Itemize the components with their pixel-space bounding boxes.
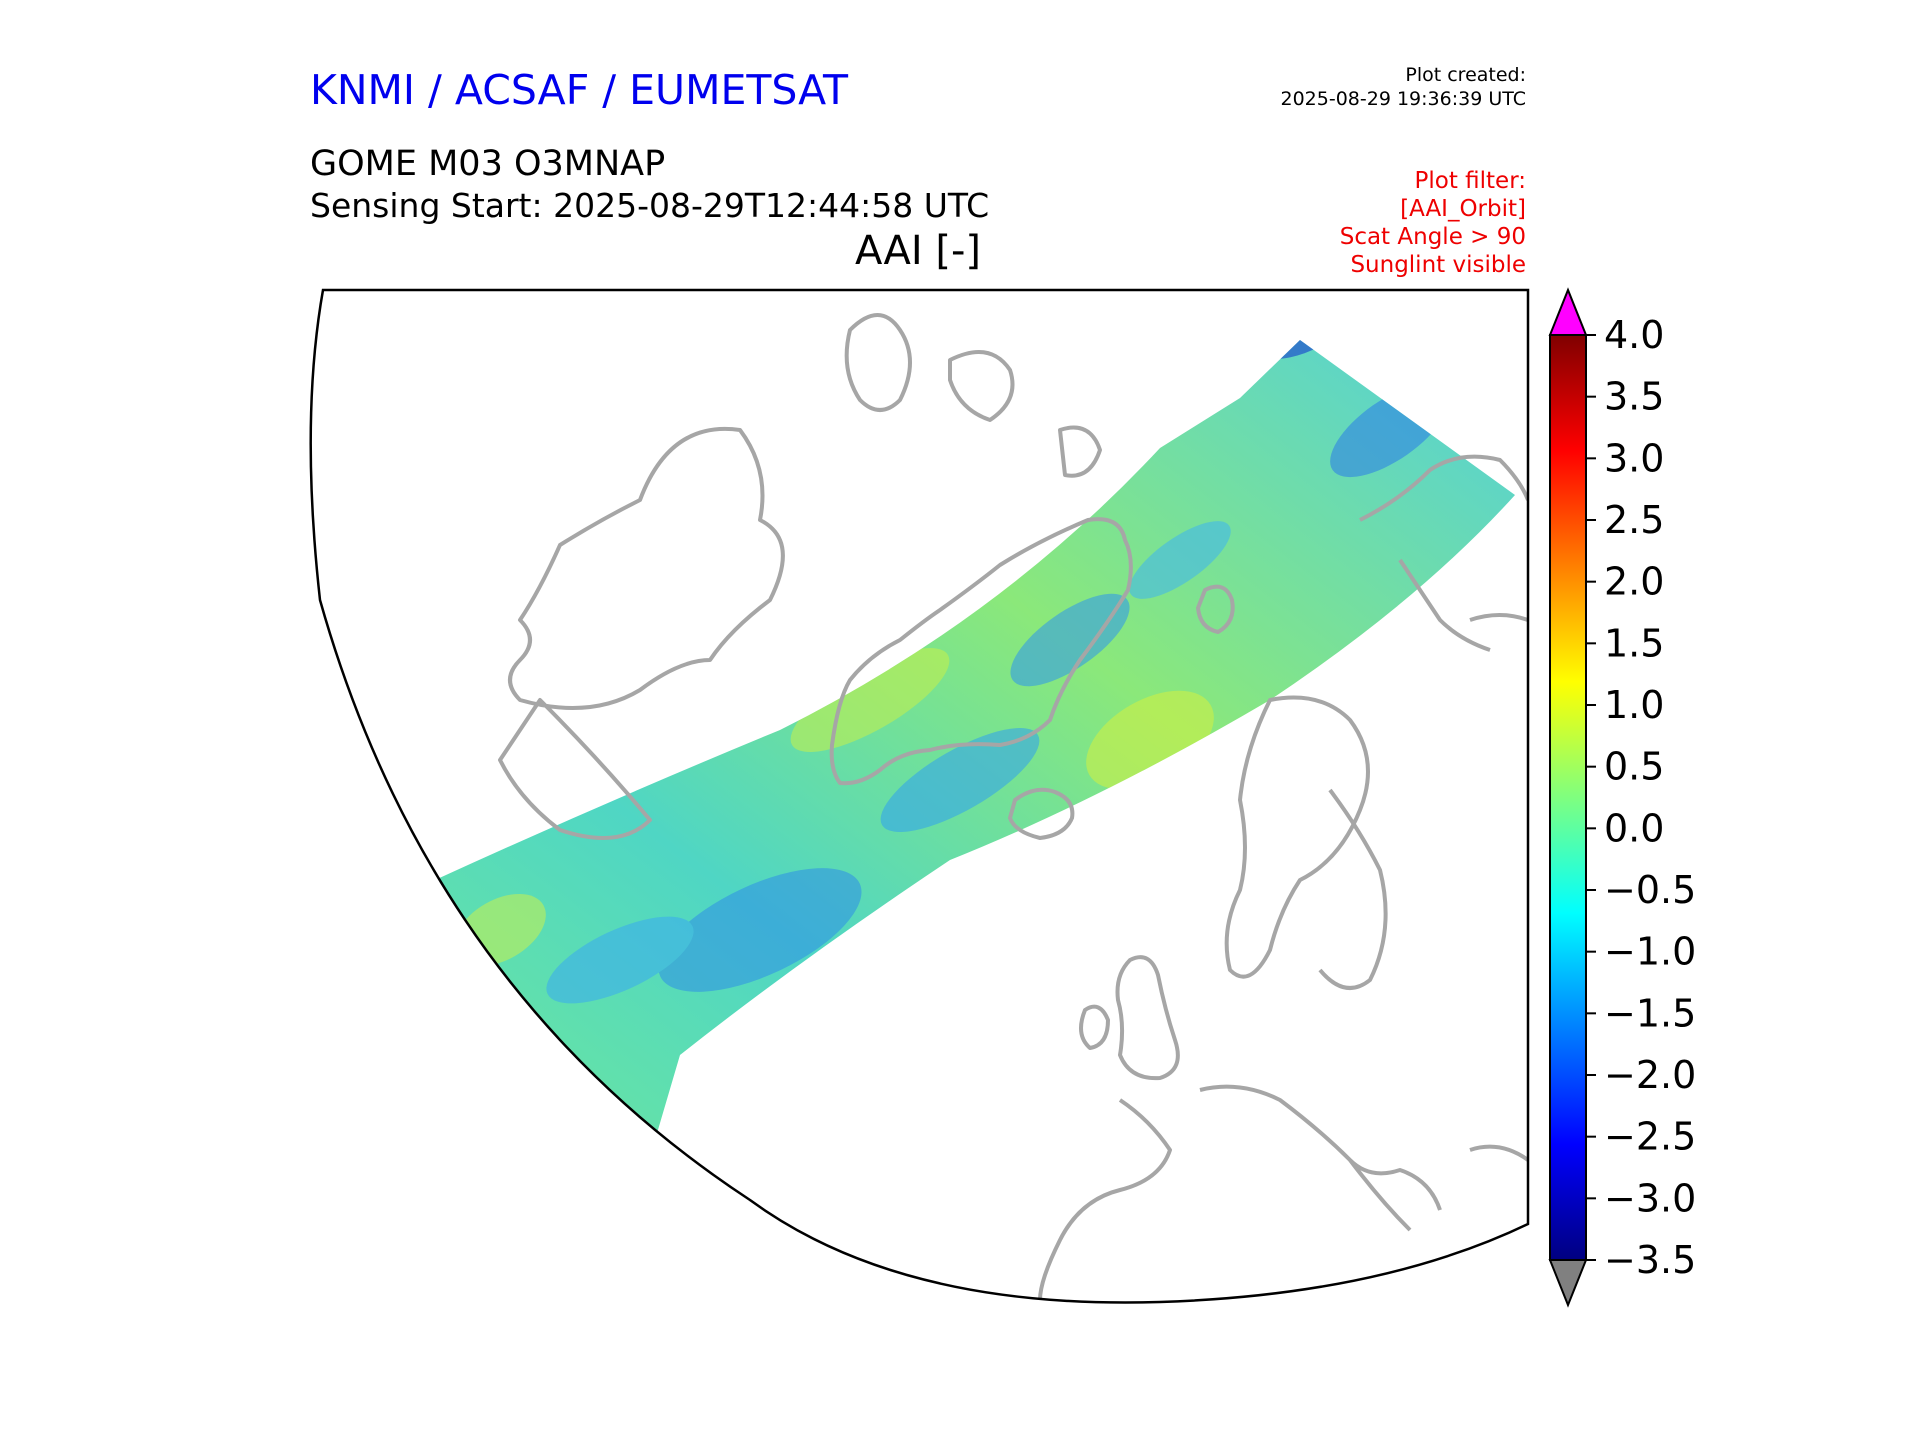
colorbar-tick-label: 0.5 [1604, 745, 1664, 789]
colorbar-ticks: 4.0 3.5 3.0 2.5 2.0 1.5 1.0 0.5 0.0 −0.5 −1.0 −1.5 −… [1586, 313, 1696, 1282]
sensing-start: Sensing Start: 2025-08-29T12:44:58 UTC [310, 186, 990, 225]
svalbard-coast [1196, 584, 1235, 634]
plot-created-label: Plot created: [1405, 64, 1526, 86]
iceland-coast [1008, 787, 1075, 840]
greenland-coast [829, 517, 1133, 786]
plot-filter-sunglint: Sunglint visible [1350, 252, 1526, 278]
arctic-islands-coast [844, 313, 1102, 478]
colorbar-tick-label: 1.0 [1604, 683, 1664, 727]
british-isles-coast [1079, 955, 1180, 1081]
plot-filter-scat-angle: Scat Angle > 90 [1339, 224, 1526, 250]
variable-title: AAI [-] [855, 228, 981, 274]
eurasia-arctic-coast [1359, 454, 1529, 652]
colorbar-tick-label: −2.5 [1604, 1115, 1696, 1159]
colorbar-tick-label: −1.5 [1604, 991, 1696, 1035]
colorbar-tick-label: −0.5 [1604, 868, 1696, 912]
provider-title: KNMI / ACSAF / EUMETSAT [310, 66, 849, 114]
colorbar-tick-label: 4.0 [1604, 313, 1664, 357]
colorbar-tick-label: −2.0 [1604, 1053, 1696, 1097]
colorbar-tick-label: 3.0 [1604, 436, 1664, 480]
plot-filter-name: [AAI_Orbit] [1400, 196, 1526, 222]
colorbar-under-extend [1548, 1259, 1588, 1308]
product-title: GOME M03 O3MNAP [310, 144, 666, 184]
colorbar-tick-label: 2.5 [1604, 498, 1664, 542]
colorbar-tick-label: 3.5 [1604, 375, 1664, 419]
colorbar-tick-label: 1.5 [1604, 621, 1664, 665]
scandinavia-coast [1224, 695, 1388, 990]
colorbar-tick-label: 2.0 [1604, 560, 1664, 604]
north-america-coast [498, 426, 785, 840]
colorbar-gradient [1549, 334, 1587, 1261]
europe-coast [1038, 1084, 1529, 1301]
colorbar: 4.0 3.5 3.0 2.5 2.0 1.5 1.0 0.5 0.0 −0.5 −1.0 −1.5 −… [1548, 287, 1696, 1308]
map-area [310, 290, 1529, 1303]
plot-filter-label: Plot filter: [1414, 168, 1526, 194]
colorbar-tick-label: 0.0 [1604, 806, 1664, 850]
colorbar-tick-label: −3.5 [1604, 1238, 1696, 1282]
colorbar-tick-label: −1.0 [1604, 930, 1696, 974]
plot-created-timestamp: 2025-08-29 19:36:39 UTC [1280, 88, 1527, 110]
colorbar-over-extend [1548, 287, 1588, 336]
map-boundary [309, 288, 1530, 1304]
colorbar-tick-label: −3.0 [1604, 1176, 1696, 1220]
coastlines [498, 313, 1529, 1301]
